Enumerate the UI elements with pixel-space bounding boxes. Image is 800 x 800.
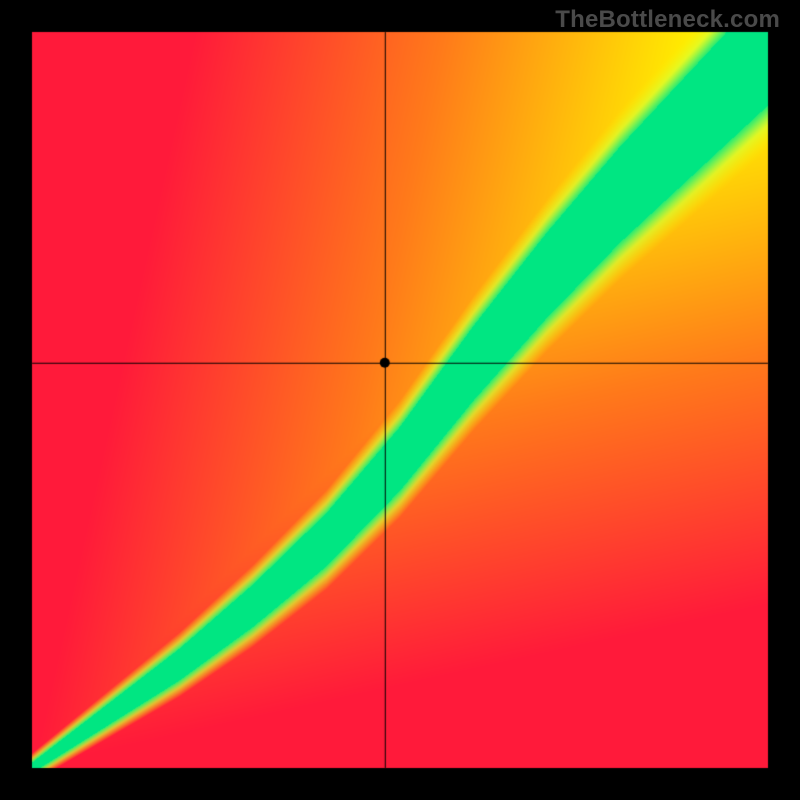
chart-container: TheBottleneck.com: [0, 0, 800, 800]
crosshair-overlay: [0, 0, 800, 800]
watermark-text: TheBottleneck.com: [555, 6, 780, 34]
